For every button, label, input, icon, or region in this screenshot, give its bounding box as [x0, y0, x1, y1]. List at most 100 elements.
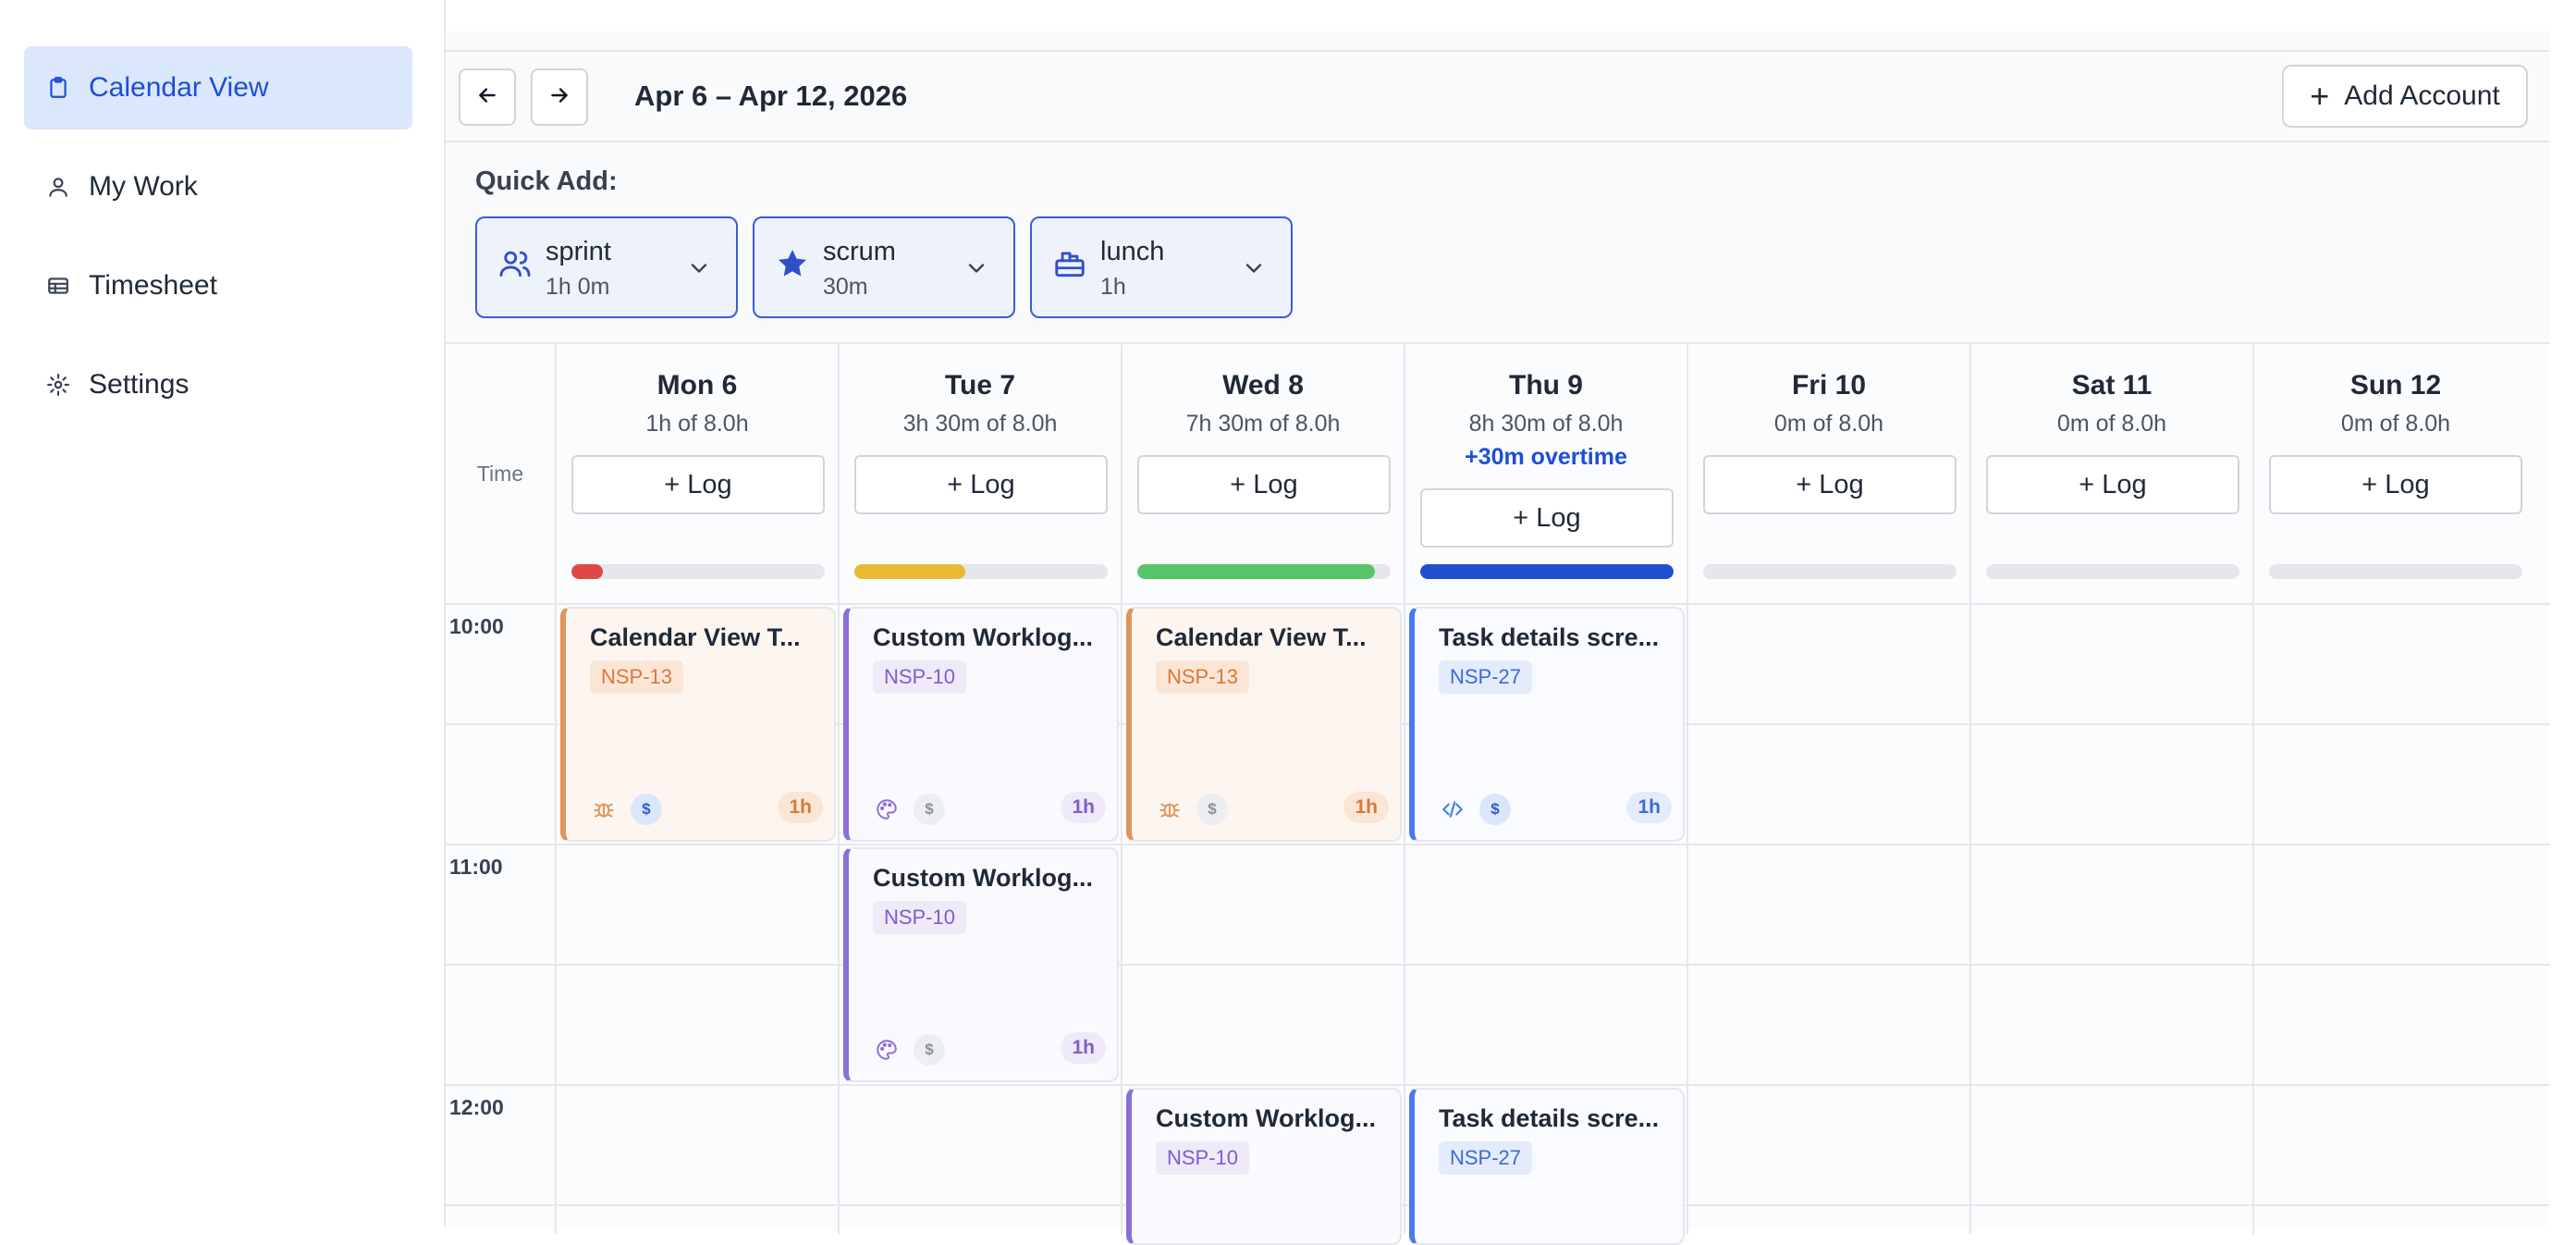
event-title: Calendar View T...	[590, 623, 801, 651]
day-hours: 0m of 8.0h	[1773, 411, 1884, 437]
sidebar-item-my-work[interactable]: My Work	[24, 145, 412, 228]
day-progress-bar	[1137, 564, 1391, 579]
day-progress-fill	[1137, 564, 1375, 579]
chevron-down-icon[interactable]	[686, 255, 712, 281]
palette-icon	[875, 1038, 899, 1062]
time-column-header: Time	[446, 344, 557, 603]
event-title: Task details scre...	[1439, 623, 1660, 651]
worklog-event[interactable]: Calendar View T... NSP-13 $ 1h	[560, 607, 836, 842]
day-progress-fill	[854, 564, 965, 579]
arrow-left-icon	[475, 83, 499, 112]
log-button[interactable]: + Log	[2269, 455, 2522, 514]
log-button[interactable]: + Log	[1137, 455, 1391, 514]
quick-add-name: sprint	[546, 237, 611, 266]
chevron-down-icon[interactable]	[963, 255, 989, 281]
quick-add-name: lunch	[1100, 237, 1165, 266]
day-name: Wed 8	[1222, 370, 1304, 401]
issue-key-badge: NSP-10	[873, 901, 967, 934]
gear-icon	[46, 373, 70, 397]
event-title: Task details scre...	[1439, 1104, 1660, 1132]
time-label: 11:00	[449, 855, 503, 879]
users-icon	[497, 246, 533, 281]
day-progress-bar	[2269, 564, 2522, 579]
add-account-button[interactable]: + Add Account	[2282, 65, 2528, 128]
chevron-down-icon[interactable]	[1241, 255, 1267, 281]
day-name: Mon 6	[656, 370, 738, 401]
day-progress-bar	[1703, 564, 1957, 579]
day-column-mon: Mon 6 1h of 8.0h + Log	[557, 344, 840, 603]
worklog-event[interactable]: Custom Worklog... NSP-10 $ 1h	[843, 847, 1119, 1082]
time-grid-body: 10:00 11:00 12:00 Calendar View T... NSP…	[446, 603, 2550, 1245]
day-column-wed: Wed 8 7h 30m of 8.0h + Log	[1122, 344, 1405, 603]
log-button[interactable]: + Log	[1703, 455, 1957, 514]
billable-badge: $	[914, 794, 945, 825]
day-name: Sat 11	[2071, 370, 2153, 401]
day-column-sat: Sat 11 0m of 8.0h + Log	[1971, 344, 2254, 603]
sidebar-item-label: Settings	[89, 369, 190, 400]
time-label: 12:00	[449, 1095, 504, 1119]
worklog-event[interactable]: Custom Worklog... NSP-10	[1126, 1088, 1402, 1245]
day-progress-fill	[571, 564, 604, 579]
log-button[interactable]: + Log	[1420, 488, 1674, 548]
event-title: Custom Worklog...	[1156, 1104, 1377, 1132]
quick-add-name: scrum	[823, 237, 896, 266]
worklog-event[interactable]: Calendar View T... NSP-13 $ 1h	[1126, 607, 1402, 842]
sidebar-item-label: Calendar View	[89, 72, 269, 103]
day-name: Thu 9	[1509, 370, 1583, 401]
quick-add-sprint[interactable]: sprint 1h 0m	[475, 216, 738, 318]
log-button[interactable]: + Log	[1986, 455, 2239, 514]
day-hours: 0m of 8.0h	[2056, 411, 2167, 437]
day-hours: 8h 30m of 8.0h	[1468, 411, 1624, 437]
day-hours: 1h of 8.0h	[645, 411, 749, 437]
quick-add-scrum[interactable]: scrum 30m	[753, 216, 1015, 318]
duration-badge: 1h	[1626, 792, 1672, 823]
worklog-event[interactable]: Task details scre... NSP-27 $ 1h	[1409, 607, 1685, 842]
grid-line	[1121, 605, 1122, 1234]
sidebar-item-settings[interactable]: Settings	[24, 343, 412, 426]
day-column-thu: Thu 9 8h 30m of 8.0h +30m overtime + Log	[1405, 344, 1688, 603]
duration-badge: 1h	[1061, 792, 1106, 823]
sidebar-item-timesheet[interactable]: Timesheet	[24, 244, 412, 327]
duration-badge: 1h	[1061, 1032, 1106, 1064]
duration-badge: 1h	[1343, 792, 1389, 823]
bug-icon	[1158, 797, 1182, 821]
toolbar: Apr 6 – Apr 12, 2026 + Add Account	[446, 50, 2550, 142]
issue-key-badge: NSP-10	[1156, 1141, 1250, 1175]
top-strip	[444, 0, 2550, 31]
palette-icon	[875, 797, 899, 821]
main-panel: Apr 6 – Apr 12, 2026 + Add Account Quick…	[444, 31, 2550, 1245]
prev-week-button[interactable]	[459, 68, 516, 126]
grid-line	[1687, 605, 1688, 1234]
duration-badge: 1h	[778, 792, 823, 823]
day-progress-bar	[571, 564, 825, 579]
grid-line	[2252, 605, 2254, 1234]
log-button[interactable]: + Log	[854, 455, 1108, 514]
grid-line	[555, 605, 557, 1234]
worklog-event[interactable]: Task details scre... NSP-27	[1409, 1088, 1685, 1245]
clipboard-icon	[46, 76, 70, 100]
code-icon	[1441, 797, 1465, 821]
quick-add-duration: 1h	[1100, 274, 1126, 300]
grid-line	[838, 605, 840, 1234]
day-hours: 7h 30m of 8.0h	[1185, 411, 1341, 437]
log-button[interactable]: + Log	[571, 455, 825, 514]
grid-line	[446, 844, 2550, 845]
day-column-sun: Sun 12 0m of 8.0h + Log	[2254, 344, 2550, 603]
sidebar-item-calendar-view[interactable]: Calendar View	[24, 46, 412, 129]
add-account-label: Add Account	[2344, 80, 2500, 111]
next-week-button[interactable]	[531, 68, 588, 126]
issue-key-badge: NSP-27	[1439, 1141, 1533, 1175]
quick-add-lunch[interactable]: lunch 1h	[1030, 216, 1293, 318]
day-progress-bar	[1420, 564, 1674, 579]
bug-icon	[592, 797, 616, 821]
grid-line	[446, 1084, 2550, 1086]
day-column-fri: Fri 10 0m of 8.0h + Log	[1688, 344, 1971, 603]
day-progress-bar	[854, 564, 1108, 579]
issue-key-badge: NSP-10	[873, 660, 967, 694]
day-column-tue: Tue 7 3h 30m of 8.0h + Log	[840, 344, 1122, 603]
week-grid: Time Mon 6 1h of 8.0h + Log Tue 7 3h 30m…	[446, 342, 2550, 1245]
worklog-event[interactable]: Custom Worklog... NSP-10 $ 1h	[843, 607, 1119, 842]
sidebar-item-label: Timesheet	[89, 270, 217, 301]
billable-badge: $	[914, 1034, 945, 1066]
lunch-icon	[1052, 246, 1087, 281]
